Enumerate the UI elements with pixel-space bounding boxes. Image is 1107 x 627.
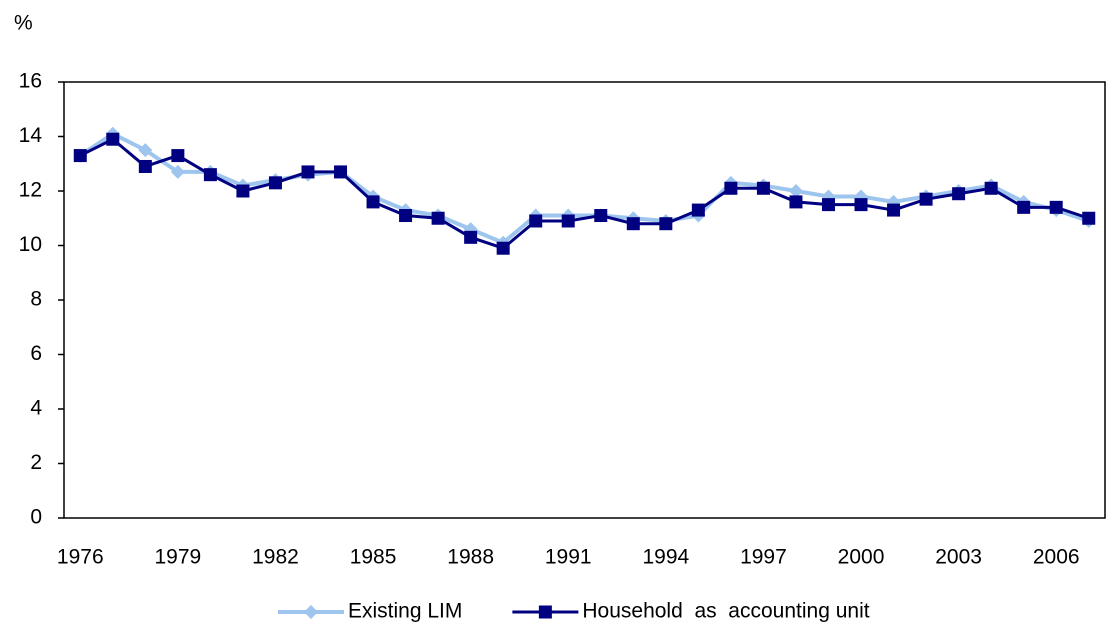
point [73, 149, 87, 163]
point [170, 164, 185, 179]
x-tick-label: 2003 [935, 546, 982, 569]
point [334, 165, 348, 179]
point [756, 181, 770, 195]
point [106, 132, 120, 146]
point [138, 143, 153, 158]
x-tick-label: 1997 [740, 546, 787, 569]
legend-label: Household as accounting unit [582, 600, 869, 623]
point [984, 181, 998, 195]
y-tick-label: 2 [30, 451, 42, 474]
point [366, 195, 380, 209]
point [464, 230, 478, 244]
y-tick-label: 10 [19, 233, 42, 256]
y-tick-label: 12 [19, 179, 42, 202]
point [626, 217, 640, 231]
point [821, 198, 835, 212]
point [919, 192, 933, 206]
point [659, 217, 673, 231]
point [1017, 200, 1031, 214]
point [952, 187, 966, 201]
y-axis-label: % [14, 12, 33, 35]
x-tick-label: 1991 [545, 546, 592, 569]
point [268, 176, 282, 190]
x-tick-label: 1985 [350, 546, 397, 569]
point [1082, 211, 1096, 225]
x-tick-label: 1979 [155, 546, 202, 569]
point [691, 203, 705, 217]
point [171, 149, 185, 163]
y-tick-label: 16 [19, 70, 42, 93]
point [789, 195, 803, 209]
legend-marker [538, 605, 552, 619]
y-tick-label: 0 [30, 506, 42, 529]
x-tick-label: 1994 [642, 546, 689, 569]
point [399, 209, 413, 223]
point [496, 241, 510, 255]
x-tick-label: 1988 [447, 546, 494, 569]
point [138, 159, 152, 173]
x-tick-label: 1982 [252, 546, 299, 569]
point [854, 198, 868, 212]
y-tick-label: 8 [30, 288, 42, 311]
series-line [79, 131, 1090, 246]
point [301, 165, 315, 179]
x-tick-label: 2006 [1033, 546, 1080, 569]
point [431, 211, 445, 225]
point [788, 184, 803, 198]
legend-label: Existing LIM [348, 600, 462, 623]
point [529, 214, 543, 228]
x-tick-label: 1976 [57, 546, 104, 569]
legend-marker [304, 605, 318, 619]
x-tick-label: 2000 [838, 546, 885, 569]
y-tick-label: 6 [30, 342, 42, 365]
y-tick-label: 14 [19, 124, 43, 147]
point [594, 209, 608, 223]
point [887, 203, 901, 217]
point [561, 214, 575, 228]
point [1049, 200, 1063, 214]
plot-frame [63, 81, 1106, 519]
point [236, 184, 250, 198]
point [203, 168, 217, 182]
y-tick-label: 4 [30, 397, 42, 420]
point [724, 181, 738, 195]
